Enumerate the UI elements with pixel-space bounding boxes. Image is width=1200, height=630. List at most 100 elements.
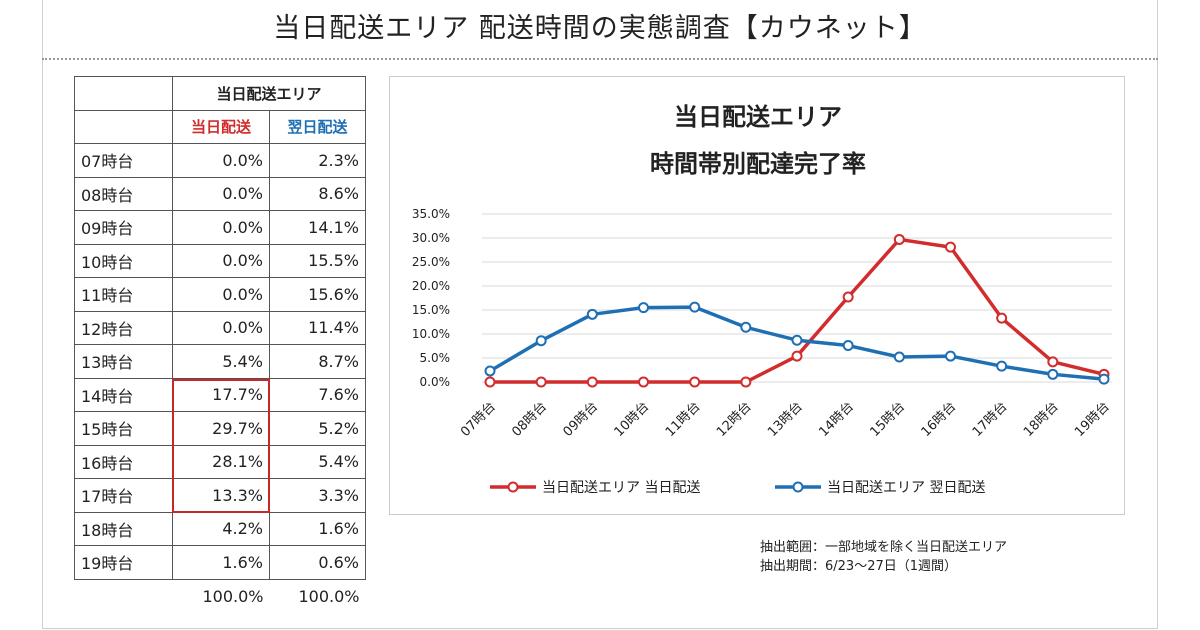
next-day-cell: 1.6%: [269, 511, 366, 546]
next-day-cell: 5.2%: [269, 411, 366, 446]
x-tick-label: 08時台: [509, 399, 550, 440]
line-chart-panel: 当日配送エリア 時間帯別配達完了率 0.0% 5.0% 10.0% 15.0% 20.0…: [389, 76, 1125, 515]
title-divider: [42, 58, 1158, 60]
data-point: [842, 291, 854, 303]
table-total-row: 100.0% 100.0%: [75, 579, 366, 613]
same-day-cell: 28.1%: [172, 444, 270, 479]
same-day-cell: 0.0%: [172, 310, 270, 345]
next-day-cell: 11.4%: [269, 310, 366, 345]
x-tick-label: 14時台: [816, 399, 857, 440]
y-tick-label: 0.0%: [420, 375, 451, 389]
same-day-cell: 1.6%: [172, 545, 270, 580]
legend-marker: [792, 481, 804, 493]
next-day-cell: 2.3%: [269, 143, 366, 178]
hour-cell: 10時台: [74, 243, 173, 278]
col-header-same-day: 当日配送: [172, 109, 270, 144]
data-point: [1047, 356, 1059, 368]
x-tick-label: 11時台: [663, 399, 704, 440]
same-day-cell: 13.3%: [172, 478, 270, 513]
hour-cell: 07時台: [74, 143, 173, 178]
x-tick-label: 07時台: [458, 399, 499, 440]
same-day-cell: 5.4%: [172, 344, 270, 379]
table-corner-cell: [74, 76, 173, 111]
y-tick-label: 20.0%: [412, 279, 450, 293]
same-day-cell: 0.0%: [172, 143, 270, 178]
note-range: 抽出範囲：一部地域を除く当日配送エリア: [760, 540, 1008, 555]
data-point: [689, 301, 701, 313]
next-day-cell: 14.1%: [269, 210, 366, 245]
next-day-cell: 0.6%: [269, 545, 366, 580]
y-tick-label: 30.0%: [412, 231, 450, 245]
x-tick-label: 17時台: [970, 399, 1011, 440]
data-point: [740, 321, 752, 333]
data-point: [893, 233, 905, 245]
data-point: [996, 360, 1008, 372]
data-point: [638, 376, 649, 388]
data-point: [791, 350, 803, 362]
next-day-cell: 15.5%: [269, 243, 366, 278]
data-point: [945, 350, 956, 362]
x-tick-label: 19時台: [1072, 399, 1113, 440]
table-group-header: 当日配送エリア: [172, 76, 366, 111]
table-header-row-2: 当日配送 翌日配送: [74, 109, 366, 144]
y-tick-label: 10.0%: [412, 327, 450, 341]
x-tick-label: 15時台: [867, 399, 908, 440]
legend-marker: [507, 481, 519, 493]
chart-title: 当日配送エリア: [674, 103, 842, 131]
data-point: [638, 302, 649, 314]
y-tick-label: 15.0%: [412, 303, 450, 317]
hour-cell: 18時台: [74, 511, 173, 546]
table-row: 15時台 29.7% 5.2%: [74, 411, 366, 446]
table-row: 13時台 5.4% 8.7%: [74, 344, 366, 379]
hour-cell: 12時台: [74, 310, 173, 345]
data-point: [484, 376, 496, 388]
extraction-note: 抽出範囲：一部地域を除く当日配送エリア 抽出期間：6/23〜27日（1週間）: [760, 538, 1007, 576]
hour-cell: 15時台: [74, 411, 173, 446]
note-period: 抽出期間：6/23〜27日（1週間）: [760, 559, 958, 574]
x-tick-label: 13時台: [765, 399, 806, 440]
data-point: [484, 365, 496, 377]
y-tick-label: 25.0%: [412, 255, 450, 269]
table-row: 14時台 17.7% 7.6%: [74, 377, 366, 412]
table-row: 18時台 4.2% 1.6%: [74, 511, 366, 546]
data-point: [740, 376, 752, 388]
legend-label: 当日配送エリア 当日配送: [542, 480, 700, 496]
total-next-day: 100.0%: [298, 586, 360, 606]
table-row: 10時台 0.0% 15.5%: [74, 243, 366, 278]
col-header-next-day: 翌日配送: [269, 109, 366, 144]
hour-cell: 14時台: [74, 377, 173, 412]
table-row: 07時台 0.0% 2.3%: [74, 143, 366, 178]
table-row: 08時台 0.0% 8.6%: [74, 176, 366, 211]
data-point: [1047, 368, 1059, 380]
data-point: [1098, 373, 1110, 385]
delivery-table: 当日配送エリア 当日配送 翌日配送 07時台 0.0% 2.3% 08時台 0.0% 8.…: [74, 76, 366, 613]
same-day-cell: 0.0%: [172, 176, 270, 211]
next-day-cell: 7.6%: [269, 377, 366, 412]
data-point: [791, 334, 803, 346]
next-day-cell: 8.7%: [269, 344, 366, 379]
table-row: 09時台 0.0% 14.1%: [74, 210, 366, 245]
same-day-cell: 17.7%: [172, 377, 270, 412]
same-day-cell: 0.0%: [172, 243, 270, 278]
table-header-row-1: 当日配送エリア: [74, 76, 366, 111]
x-tick-label: 09時台: [560, 399, 601, 440]
hour-cell: 13時台: [74, 344, 173, 379]
content-frame: [42, 0, 1158, 629]
x-tick-label: 18時台: [1021, 399, 1062, 440]
hour-cell: 17時台: [74, 478, 173, 513]
data-point: [893, 351, 905, 363]
chart-subtitle: 時間帯別配達完了率: [650, 150, 866, 178]
total-same-day: 100.0%: [202, 586, 264, 606]
next-day-cell: 5.4%: [269, 444, 366, 479]
total-label-cell: [75, 579, 173, 613]
hour-cell: 16時台: [74, 444, 173, 479]
table-row: 12時台 0.0% 11.4%: [74, 310, 366, 345]
x-tick-label: 12時台: [714, 399, 755, 440]
data-point: [945, 241, 956, 253]
hour-cell: 11時台: [74, 277, 173, 312]
same-day-cell: 4.2%: [172, 511, 270, 546]
same-day-cell: 29.7%: [172, 411, 270, 446]
table-row: 17時台 13.3% 3.3%: [74, 478, 366, 513]
table-row: 16時台 28.1% 5.4%: [74, 444, 366, 479]
line-chart: 当日配送エリア 時間帯別配達完了率 0.0% 5.0% 10.0% 15.0% 20.0…: [412, 103, 1113, 496]
